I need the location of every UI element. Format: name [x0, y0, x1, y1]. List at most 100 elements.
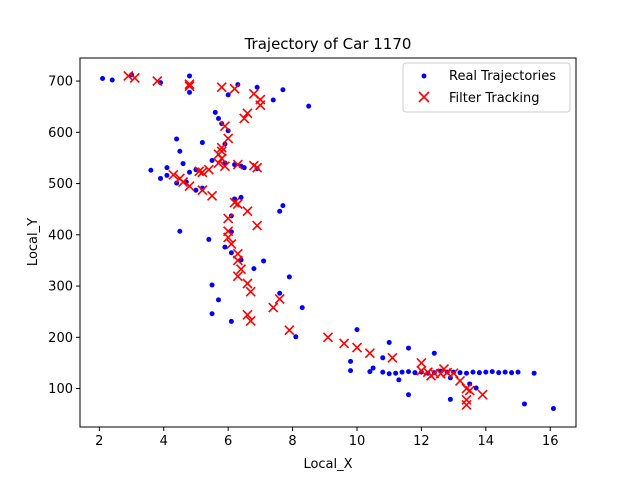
- real-trajectory-point: [100, 76, 106, 81]
- real-trajectory-point: [228, 318, 234, 324]
- real-trajectory-point: [286, 274, 292, 280]
- real-trajectory-point: [515, 369, 521, 375]
- filter-tracking-point: [245, 315, 256, 326]
- real-trajectory-point: [241, 165, 247, 171]
- x-tick-label: 4: [160, 434, 168, 449]
- filter-tracking-point: [168, 169, 179, 180]
- real-trajectory-point: [280, 203, 286, 209]
- real-trajectory-point: [406, 392, 412, 398]
- real-trajectory-point: [180, 161, 186, 167]
- real-trajectory-point: [431, 350, 437, 356]
- filter-tracking-point: [129, 72, 140, 84]
- real-trajectory-point: [386, 371, 392, 377]
- filter-tracking-point: [232, 159, 243, 170]
- filter-tracking-point: [226, 238, 237, 250]
- filter-tracking-point: [364, 348, 375, 359]
- real-trajectory-point: [348, 358, 354, 364]
- real-trajectory-point: [158, 175, 164, 181]
- x-tick-label: 16: [542, 434, 559, 449]
- legend-label-filter-tracking: Filter Tracking: [449, 91, 539, 106]
- filter-tracking-point: [152, 75, 163, 87]
- real-trajectory-point: [380, 369, 386, 375]
- x-tick-label: 6: [224, 434, 232, 449]
- y-tick-label: 300: [48, 280, 73, 295]
- filter-tracking-point: [232, 271, 243, 282]
- real-trajectory-point: [109, 77, 115, 83]
- filter-tracking-point: [242, 108, 253, 119]
- filter-tracking-point: [197, 185, 208, 196]
- filter-tracking-point: [184, 81, 195, 92]
- real-trajectory-point: [348, 368, 354, 374]
- filter-tracking-point: [339, 338, 350, 349]
- real-trajectory-point: [270, 97, 276, 103]
- filter-tracking-point: [464, 385, 475, 396]
- legend-label-real-trajectories: Real Trajectories: [449, 69, 556, 84]
- real-trajectory-point: [187, 169, 193, 175]
- filter-tracking-point: [268, 302, 279, 313]
- filter-tracking-point: [184, 181, 195, 192]
- real-trajectory-point: [470, 369, 476, 375]
- real-trajectory-point: [406, 345, 412, 351]
- real-trajectory-point: [254, 84, 260, 90]
- filter-tracking-point: [448, 368, 459, 379]
- real-trajectory-point: [209, 282, 215, 288]
- real-trajectory-point: [293, 334, 299, 340]
- real-trajectory-point: [367, 369, 373, 375]
- filter-tracking-point: [242, 309, 253, 320]
- filter-tracking-point: [245, 286, 256, 297]
- real-trajectory-point: [463, 370, 469, 376]
- real-trajectory-point: [306, 103, 312, 109]
- filter-tracking-point: [197, 167, 208, 178]
- filter-tracking-point: [284, 325, 295, 336]
- real-trajectory-point: [164, 172, 170, 178]
- plot-frame: [79, 57, 577, 428]
- y-tick-label: 600: [48, 126, 73, 141]
- filter-tracking-point: [229, 83, 240, 94]
- real-trajectory-point: [380, 355, 386, 361]
- real-trajectory-point: [164, 165, 170, 171]
- real-trajectory-point: [521, 401, 527, 407]
- real-trajectory-point: [187, 89, 193, 95]
- x-axis-label: Local_X: [303, 457, 352, 472]
- real-trajectory-point: [222, 244, 228, 250]
- x-tick-label: 10: [349, 434, 366, 449]
- real-trajectory-point: [447, 396, 453, 402]
- real-trajectory-point: [187, 73, 193, 79]
- filter-tracking-point: [235, 264, 247, 275]
- real-trajectory-point: [261, 258, 267, 264]
- real-trajectory-point: [277, 208, 283, 214]
- filter-tracking-point: [213, 157, 224, 169]
- filter-tracking-point: [206, 190, 218, 201]
- real-trajectory-point: [299, 305, 305, 311]
- real-trajectory-point: [476, 370, 482, 376]
- filter-tracking-point: [252, 220, 263, 231]
- real-trajectory-point: [396, 377, 402, 383]
- filter-tracking-point: [219, 161, 231, 172]
- filter-tracking-point: [203, 164, 214, 175]
- legend-marker-real-trajectories: [421, 73, 427, 79]
- filter-tracking-point: [177, 176, 189, 188]
- filter-tracking-point: [216, 142, 227, 153]
- real-trajectory-point: [509, 370, 515, 376]
- filter-tracking-point: [322, 332, 334, 343]
- filter-tracking-point: [454, 375, 466, 386]
- real-trajectory-point: [206, 236, 212, 242]
- plot-area: [100, 70, 556, 412]
- real-trajectory-point: [393, 370, 399, 376]
- real-trajectory-point: [251, 266, 257, 272]
- filter-tracking-point: [461, 399, 472, 411]
- y-axis: 100 200 300 400 500 600 700: [48, 75, 80, 397]
- x-tick-label: 2: [95, 434, 103, 449]
- real-trajectory-point: [225, 92, 231, 98]
- real-trajectory-point: [193, 187, 199, 193]
- real-trajectory-point: [496, 370, 502, 376]
- real-trajectory-point: [550, 406, 556, 412]
- filter-tracking-point: [252, 162, 263, 173]
- real-trajectory-point: [399, 369, 405, 375]
- filter-tracking-point: [274, 293, 285, 304]
- filter-tracking-point: [229, 197, 240, 208]
- y-tick-label: 400: [48, 228, 73, 243]
- filter-tracking-point: [216, 153, 227, 164]
- real-trajectory-point: [406, 369, 412, 375]
- real-trajectory-point: [412, 370, 418, 376]
